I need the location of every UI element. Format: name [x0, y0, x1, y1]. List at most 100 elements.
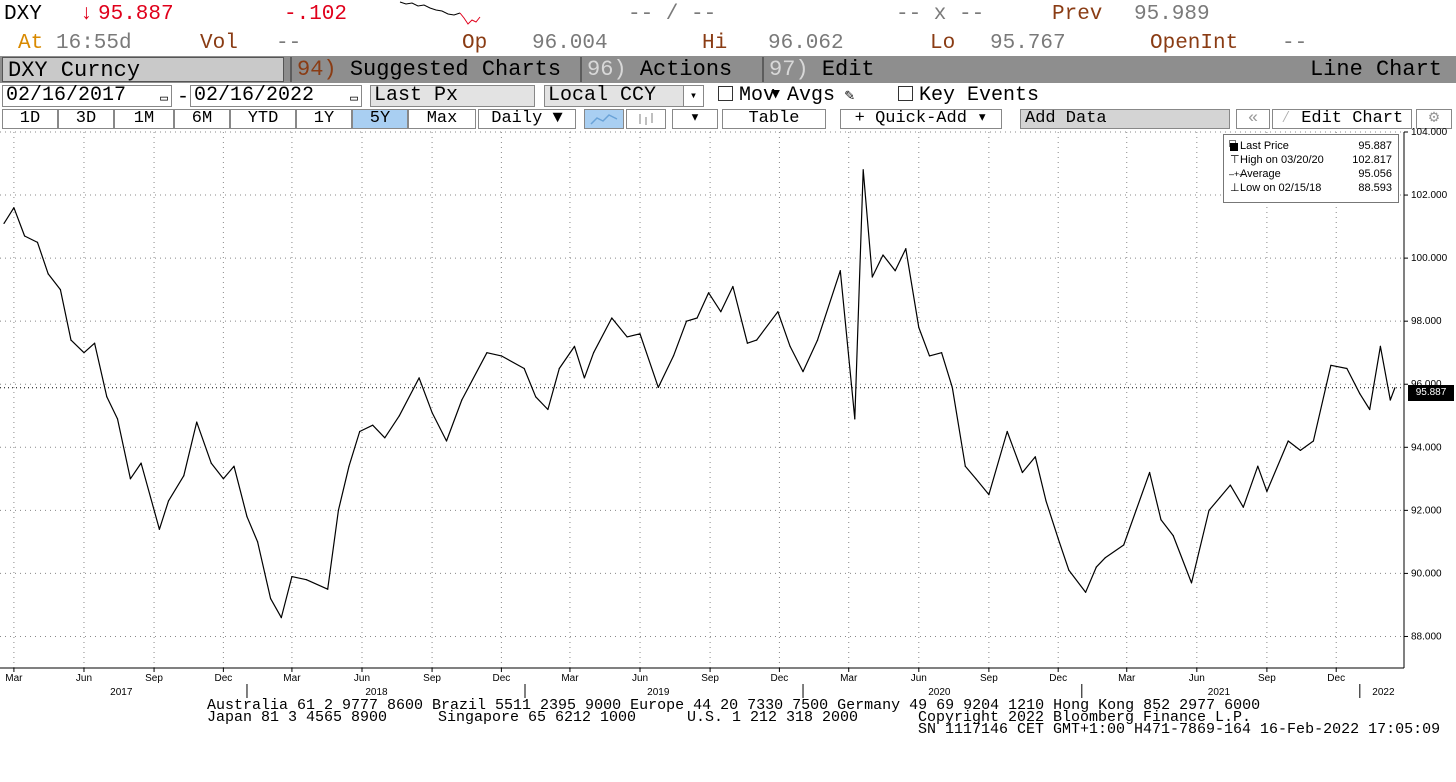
x-month-label: Mar [561, 673, 579, 684]
price-point [1229, 484, 1231, 486]
price-point [756, 339, 758, 341]
x-year-label: 2020 [928, 687, 951, 698]
pencil-icon[interactable]: ✎ [835, 87, 855, 105]
price-point [535, 396, 537, 398]
price-point [905, 248, 907, 250]
price-point [445, 440, 448, 442]
price-point [1359, 393, 1361, 395]
actions-menu[interactable]: 96) Actions ▾ [580, 57, 756, 107]
calendar-icon[interactable]: ▭ [350, 91, 358, 106]
price-point [106, 396, 108, 398]
line-chart-icon[interactable] [584, 109, 624, 129]
price-point [1219, 497, 1221, 499]
x-month-label: Sep [1258, 673, 1276, 684]
open-label: Op [462, 32, 488, 55]
footer-phones-us: U.S. 1 212 318 2000 [687, 709, 859, 726]
last-value-tag: 95.887 [1408, 385, 1454, 401]
price-point [964, 465, 966, 467]
open-interest-label: OpenInt [1150, 32, 1239, 55]
legend-high-label: High on 03/20/20 [1240, 154, 1324, 166]
low-value: 95.767 [990, 32, 1066, 55]
price-chart[interactable]: Mar Jun Sep Dec Mar Jun Sep Dec Mar Jun Sep Dec Mar J… [0, 0, 1456, 700]
price-point [523, 367, 525, 370]
period-3d-button[interactable]: 3D [58, 109, 114, 129]
period-5y-button[interactable]: 5Y [352, 109, 408, 129]
price-point [1379, 345, 1381, 347]
x-month-label: Mar [1118, 673, 1136, 684]
price-point [116, 418, 119, 420]
low-marker-icon: ⊥ [1230, 182, 1240, 194]
edit-menu[interactable]: 97) Edit ▾ [762, 57, 892, 107]
price-point [871, 276, 873, 278]
pencil-icon: ⁄ [1280, 109, 1302, 128]
x-month-label: Sep [145, 673, 163, 684]
chart-legend: Last Price 95.887 ⊤ High on 03/20/20 102.81… [1223, 134, 1399, 203]
table-button[interactable]: Table [722, 109, 826, 129]
price-field-select[interactable]: Last Px [370, 85, 535, 107]
bar-chart-icon[interactable] [626, 109, 666, 129]
checkbox-icon[interactable] [898, 86, 913, 101]
price-point [70, 339, 72, 341]
chevron-down-icon[interactable]: ▾ [683, 86, 703, 106]
key-events-toggle[interactable]: Key Events [898, 85, 1039, 107]
edit-chart-button[interactable]: ⁄ Edit Chart [1272, 109, 1412, 129]
frequency-select[interactable]: Daily ▼ [478, 109, 576, 129]
period-max-button[interactable]: Max [408, 109, 476, 129]
price-point [1123, 544, 1125, 546]
start-date-field[interactable]: 02/16/2017 ▭ [2, 85, 172, 107]
quick-add-button[interactable]: + Quick-Add ▾ [840, 109, 1002, 129]
security-field[interactable]: DXY Curncy [2, 57, 284, 83]
suggested-charts-menu[interactable]: 94) Suggested Charts [290, 57, 574, 82]
price-point [839, 270, 841, 272]
price-point [941, 352, 943, 354]
date-range-dash: - [177, 86, 190, 109]
at-label: At [18, 32, 44, 55]
price-point [1034, 456, 1036, 458]
mov-avgs-toggle[interactable]: Mov Avgs ✎ [718, 85, 854, 107]
price-point [882, 254, 884, 256]
x-month-label: Mar [5, 673, 23, 684]
add-data-button[interactable]: Add Data [1020, 109, 1230, 129]
currency-select[interactable]: Local CCY ▾ [544, 85, 704, 107]
period-1d-button[interactable]: 1D [2, 109, 58, 129]
checkbox-icon[interactable] [718, 86, 733, 101]
period-ytd-button[interactable]: YTD [230, 109, 296, 129]
x-year-label: 2018 [365, 687, 388, 698]
price-point [777, 311, 779, 313]
x-month-label: Mar [283, 673, 301, 684]
price-point [13, 207, 15, 209]
price-point [305, 579, 307, 581]
price-point [1369, 408, 1371, 411]
price-point [573, 345, 576, 347]
end-date-field[interactable]: 02/16/2022 ▭ [190, 85, 362, 107]
price-point [24, 235, 26, 237]
legend-low-label: Low on 02/15/18 [1240, 182, 1322, 194]
y-tick-label: 92.000 [1411, 505, 1442, 516]
period-1y-button[interactable]: 1Y [296, 109, 352, 129]
price-point [291, 576, 293, 578]
chart-style-dropdown[interactable]: ▾ [672, 109, 718, 129]
footer-phones-singapore: Singapore 65 6212 1000 [438, 709, 637, 726]
footer-copyright: Copyright 2022 Bloomberg Finance L.P. [918, 709, 1252, 726]
price-point [461, 399, 463, 401]
settings-gear-icon[interactable]: ⚙ [1416, 109, 1452, 129]
price-point [129, 478, 131, 480]
price-point [327, 588, 329, 590]
price-point [59, 289, 62, 291]
x-month-label: Dec [492, 673, 510, 684]
calendar-icon[interactable]: ▭ [160, 91, 168, 106]
time-suffix: d [119, 32, 132, 55]
price-point [732, 285, 734, 288]
period-6m-button[interactable]: 6M [174, 109, 230, 129]
y-tick-label: 100.000 [1411, 253, 1448, 264]
collapse-icon[interactable]: « [1236, 109, 1270, 129]
price-point [951, 386, 953, 388]
period-1m-button[interactable]: 1M [114, 109, 174, 129]
price-point [210, 462, 212, 464]
x-year-label: 2021 [1208, 687, 1231, 698]
price-point [140, 462, 142, 464]
x-axis: Mar Jun Sep Dec Mar Jun Sep Dec Mar Jun Sep Dec Mar J… [0, 667, 1404, 698]
price-point [233, 465, 235, 467]
x-month-label: Jun [1189, 673, 1205, 684]
open-value: 96.004 [532, 32, 608, 55]
